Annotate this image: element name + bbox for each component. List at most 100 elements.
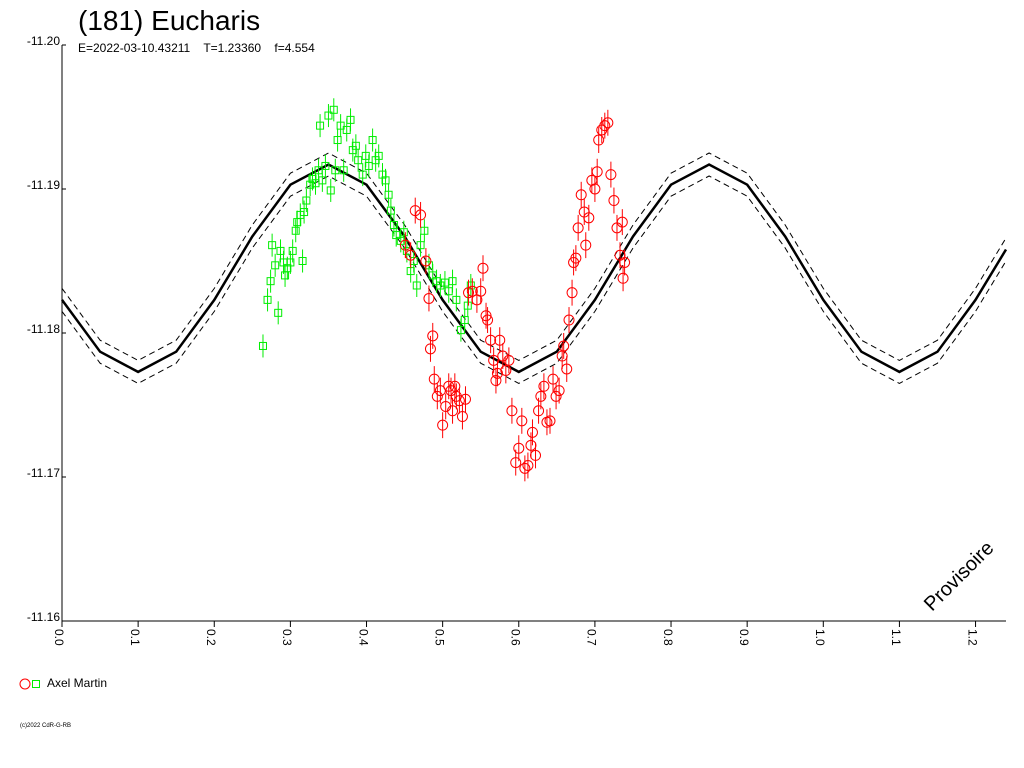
data-point [463,301,472,310]
data-point [424,343,436,355]
data-point [460,316,469,325]
data-point [448,277,457,286]
data-point [490,375,502,387]
data-point [580,239,592,251]
data-point [526,426,538,438]
data-point [591,166,603,178]
data-point [519,462,531,474]
annotation: Provisoire [920,537,998,615]
data-point [533,405,545,417]
data-point [321,161,330,170]
data-point [420,226,429,235]
data-point [619,256,631,268]
data-point [286,258,295,267]
data-point [482,314,494,326]
data-point [452,295,461,304]
data-point [547,373,559,385]
data-point [583,212,595,224]
x-tick-label: 1.1 [889,629,903,646]
data-point [602,117,614,129]
data-point [351,141,360,150]
x-tick-label: 0.4 [356,629,370,646]
data-point [572,222,584,234]
data-point [575,189,587,201]
data-point [437,419,449,431]
data-point [271,261,280,270]
data-point [331,166,340,175]
data-point [374,151,383,160]
data-point [459,393,471,405]
data-point [291,226,300,235]
y-tick-label: -11.19 [27,178,60,192]
data-point [516,415,528,427]
x-tick-label: 0.3 [280,629,294,646]
data-point [558,340,570,352]
data-point [617,272,629,284]
data-point [412,281,421,290]
data-point [405,249,417,261]
data-point [392,231,401,240]
data-point [589,183,601,195]
legend-label: Axel Martin [47,676,107,690]
data-point [475,285,487,297]
data-point [399,228,408,237]
data-point [333,136,342,145]
x-tick-label: 0.9 [737,629,751,646]
y-tick-label: -11.20 [27,34,60,48]
data-point [436,281,445,290]
data-point [381,176,390,185]
data-point [522,459,534,471]
copyright: (c)2022 CdR-G-RB [20,723,71,729]
data-point [318,176,327,185]
data-point [302,196,311,205]
data-point [477,262,489,274]
fit-curve [60,163,1008,374]
data-point [386,206,395,215]
data-point [324,111,333,120]
x-tick-label: 1.2 [965,629,979,646]
data-point [288,246,297,255]
data-point [384,190,393,199]
x-tick-label: 0.5 [432,629,446,646]
legend-marker [32,680,40,688]
chart-subtitle: E=2022-03-10.43211 T=1.23360 f=4.554 [78,41,315,55]
data-point [616,216,628,228]
data-point [566,287,578,299]
data-point [570,252,582,264]
data-point [263,295,272,304]
data-point [456,411,468,423]
data-point [453,395,465,407]
data-point [428,373,440,385]
data-point [416,241,425,250]
data-point [300,208,309,217]
data-point [427,330,439,342]
data-point [339,166,348,175]
x-tick-label: 1.0 [813,629,827,646]
data-point [599,120,611,132]
fit-curve [61,152,1007,361]
data-point [415,209,427,221]
data-point [258,341,267,350]
data-point [503,354,515,366]
data-point [553,385,565,397]
data-point [513,442,525,454]
data-point [550,390,562,402]
data-point [274,308,283,317]
data-point [447,405,459,417]
y-tick-label: -11.16 [27,610,60,624]
data-point [563,314,575,326]
data-point [266,277,275,286]
x-tick-label: 0.6 [509,629,523,646]
x-tick-label: 0.7 [585,629,599,646]
data-point [605,169,617,181]
data-point [593,134,605,146]
x-tick-label: 0.2 [204,629,218,646]
data-point [346,115,355,124]
data-point [491,367,503,379]
data-point [494,334,506,346]
data-point [510,457,522,469]
data-point [497,350,509,362]
data-point [485,334,497,346]
data-point [538,380,550,392]
